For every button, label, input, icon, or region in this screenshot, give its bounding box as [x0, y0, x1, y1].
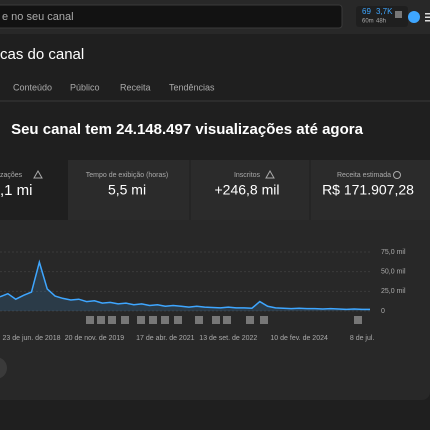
card-value: R$ 171.907,28 — [322, 182, 414, 198]
card-value: 5,5 mi — [108, 182, 146, 198]
menu-icon[interactable] — [425, 20, 430, 22]
card-selected[interactable] — [0, 160, 68, 220]
stat-value: 69 — [362, 7, 371, 16]
y-tick-label: 25,0 mil — [381, 288, 406, 295]
warning-icon — [265, 169, 275, 179]
search-placeholder: e no seu canal — [2, 11, 74, 23]
tab[interactable]: Receita — [120, 82, 151, 92]
x-tick-label: 17 de abr. de 2021 — [136, 335, 194, 342]
stat-label: 60m — [362, 19, 374, 25]
cards-row — [68, 160, 430, 220]
x-tick-label: 10 de fev. de 2024 — [270, 335, 328, 342]
x-tick-label: 20 de nov. de 2019 — [65, 335, 125, 342]
card-label: zações — [0, 172, 23, 179]
x-tick-label: 23 de jun. de 2018 — [2, 335, 60, 342]
y-tick-label: 0 — [381, 308, 385, 315]
stat-icon — [395, 11, 402, 18]
scroll-button[interactable] — [0, 357, 7, 379]
card-label: Inscritos — [234, 172, 261, 179]
clock-icon — [393, 171, 401, 179]
stats-panel — [0, 160, 430, 400]
card-value: ,1 mi — [0, 182, 33, 199]
stat-label: 48h — [376, 19, 386, 25]
line — [0, 259, 370, 311]
card-label: Tempo de exibição (horas) — [86, 172, 169, 179]
tab[interactable]: Público — [70, 82, 100, 92]
menu-icon[interactable] — [425, 16, 430, 19]
tab[interactable]: Conteúdo — [13, 82, 52, 92]
x-tick-label: 13 de set. de 2022 — [199, 335, 257, 342]
warning-icon — [33, 169, 43, 179]
stat-value: 3,7K — [376, 7, 393, 16]
annotation-icons — [86, 316, 362, 324]
line-area — [0, 262, 370, 311]
headline: Seu canal tem 24.148.497 visualizações a… — [11, 121, 364, 138]
card-value: +246,8 mil — [215, 182, 280, 198]
search-box[interactable] — [0, 4, 343, 29]
card-label: Receita estimada — [337, 172, 391, 179]
y-tick-label: 75,0 mil — [381, 249, 406, 256]
avatar[interactable] — [408, 11, 420, 23]
x-tick-label: 8 de jul. — [350, 335, 375, 342]
menu-icon[interactable] — [425, 13, 430, 15]
chart: 0 25,0 mil 50,0 mil 75,0 mil 23 de jun. de 2… — [0, 249, 406, 342]
page-title: cas do canal — [0, 46, 84, 63]
tab[interactable]: Tendências — [169, 82, 215, 92]
y-tick-label: 50,0 mil — [381, 269, 406, 276]
